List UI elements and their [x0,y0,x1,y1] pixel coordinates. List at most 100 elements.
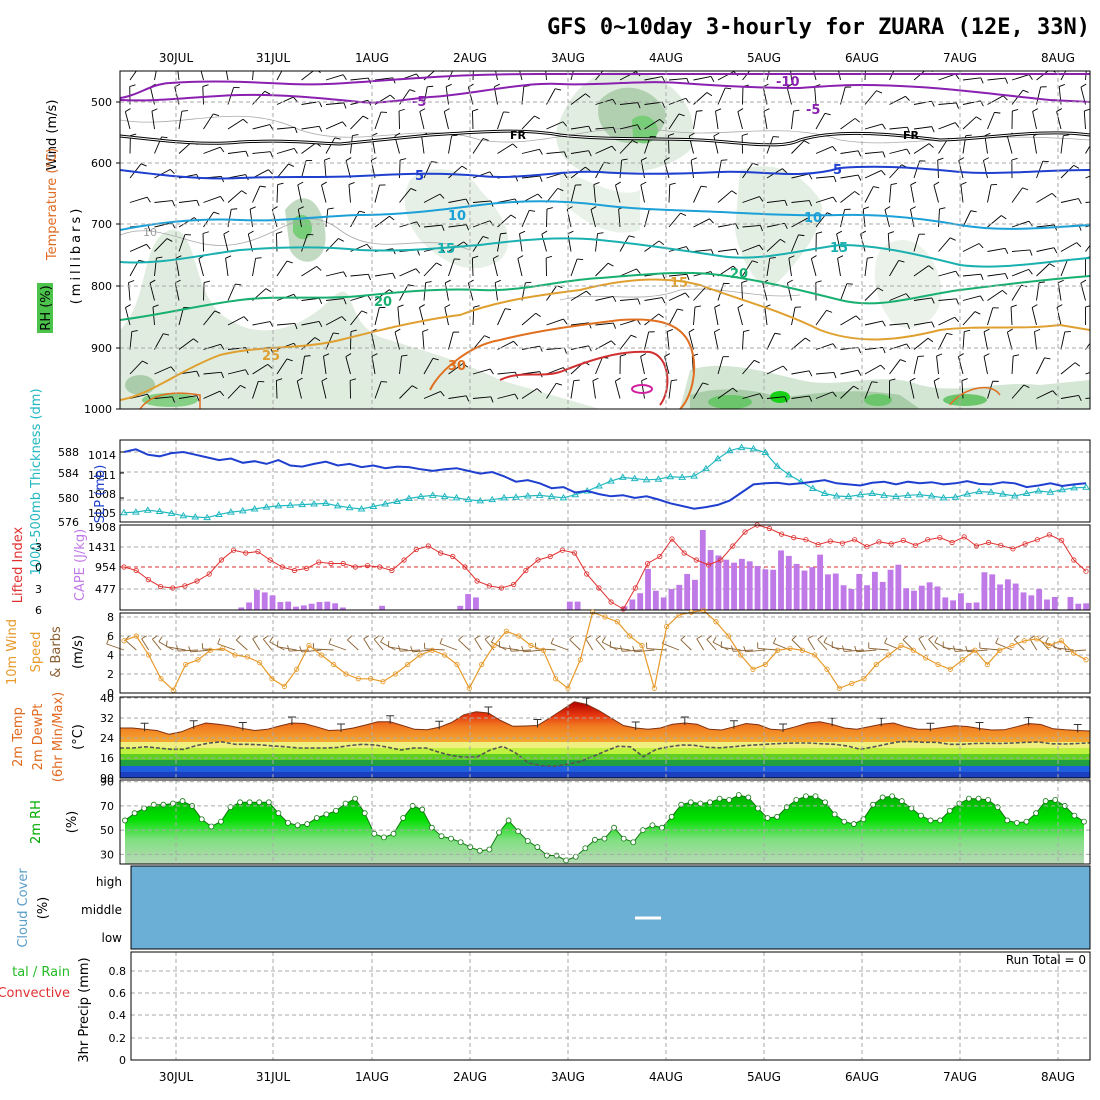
wind-barb-flag [854,191,860,196]
wind-barb-flag [359,210,366,214]
cape-bar [473,597,479,610]
wind-barb [325,137,336,154]
thickness-point [262,503,271,510]
wind-barb [987,381,994,399]
wind-barb [399,356,402,375]
wind-barb-10m [1045,642,1062,651]
thickness-point [761,448,770,456]
wind-barb-10m-flag [363,635,370,640]
date-label-top: 7AUG [943,51,977,65]
wind-barb [1011,384,1025,399]
wind-barb [742,244,760,252]
wind-barb [864,151,883,154]
wind-tick: 6 [107,630,114,643]
wind-barb-flag [140,65,146,67]
wind-barb-flag [494,83,500,88]
upper-air-panel: -10 -5 -5 FR FR 5 5 10 10 15 15 20 20 15… [37,61,1093,416]
wind-barb-10m [943,647,963,651]
wind-barb [472,138,484,154]
wind-barb-flag [786,83,793,88]
wind-barb-flag [525,281,532,284]
thickness-point [832,491,841,499]
wind-barb-10m [979,647,1000,651]
cape-bar [707,550,714,610]
wind-speed-markers [121,607,1089,693]
li-point [937,534,943,541]
thickness-point [1034,487,1043,494]
wind-barb-flag [1084,108,1090,112]
wind-barb-10m-flag [773,637,777,644]
wind-barb [860,233,866,252]
rh-point [611,824,617,831]
precip-label-3: 3hr Precip (mm) [77,957,92,1062]
wind-barb [962,311,976,326]
rh-point [735,792,742,798]
thickness-point [488,495,497,503]
wind-barb [693,382,704,399]
wind-barb-10m [158,641,174,651]
wind-barb-flag [882,151,886,158]
rh-point [275,810,282,817]
wind-barb-flag [615,377,621,382]
wind-barb-flag [877,287,884,292]
wind-barb-10m-flag [550,637,554,644]
wind-barb-flag [593,182,600,185]
wind-barb-flag [345,157,352,161]
wind-barb [987,290,1003,301]
wind-barb [129,71,137,81]
wind-barb-flag [1023,384,1030,388]
date-label-top: 8AUG [1041,51,1075,65]
wind-barb-flag [389,215,395,221]
wind-barb [149,86,155,105]
wind-barb-10m-flag [791,635,797,641]
contour-label-m10: -10 [776,75,800,90]
thickness-point [785,470,793,478]
wind-barb [296,380,302,399]
date-label-bottom: 4AUG [649,1070,683,1084]
wind-barb [791,217,808,228]
wind-barb-flag [1002,95,1008,101]
wind-barb-flag [855,315,861,321]
wind-barb [325,74,344,81]
wind-barb-flag [342,121,347,127]
wind-barb-10m-flag [252,635,259,640]
cape-bar [856,573,863,610]
wind-barb-flag [214,310,221,314]
wind-barb [840,385,854,399]
wind-barb [717,387,733,399]
cape-bar [942,597,949,610]
wind-barb-flag [213,113,220,117]
wind-barb-flag [958,353,964,357]
wind-barb [864,258,868,277]
wind-barb-flag [671,379,678,382]
contour-label-20b: 20 [374,295,392,310]
wind-barb-flag [439,193,445,199]
contour-label-10b: 10 [804,211,822,226]
rh-point [649,822,656,829]
thickness-point [405,494,413,501]
thickness-point [452,493,461,501]
wind-barb-flag [269,124,274,131]
wind-barb-flag [857,370,862,376]
wind-point [1071,650,1077,656]
wind-barb-10m-flag [152,635,158,640]
wind-barb-flag [928,143,934,148]
cape-bar [676,584,683,610]
precip-panel: 0.80.60.40.20 Run Total = 0 tal / Rain C… [0,951,1091,1067]
wind-barb [223,233,229,252]
wind-barb-flag [255,257,262,259]
wind-barb [713,135,719,154]
wind-barb [595,322,614,326]
wind-barb-10m-flag [217,638,221,645]
wind-barb-flag [539,149,543,155]
wind-barb [693,249,712,252]
wind-barb-10m-flag [439,637,443,644]
wind-barb-flag [221,372,224,379]
rh-point [956,800,963,807]
temp-tick: 24 [100,732,114,745]
wind-barb [350,115,364,130]
wind-barb [252,151,271,154]
wind-barb [1085,244,1090,252]
wind-barb-flag [907,323,910,330]
wind-barb-flag [1087,61,1093,62]
